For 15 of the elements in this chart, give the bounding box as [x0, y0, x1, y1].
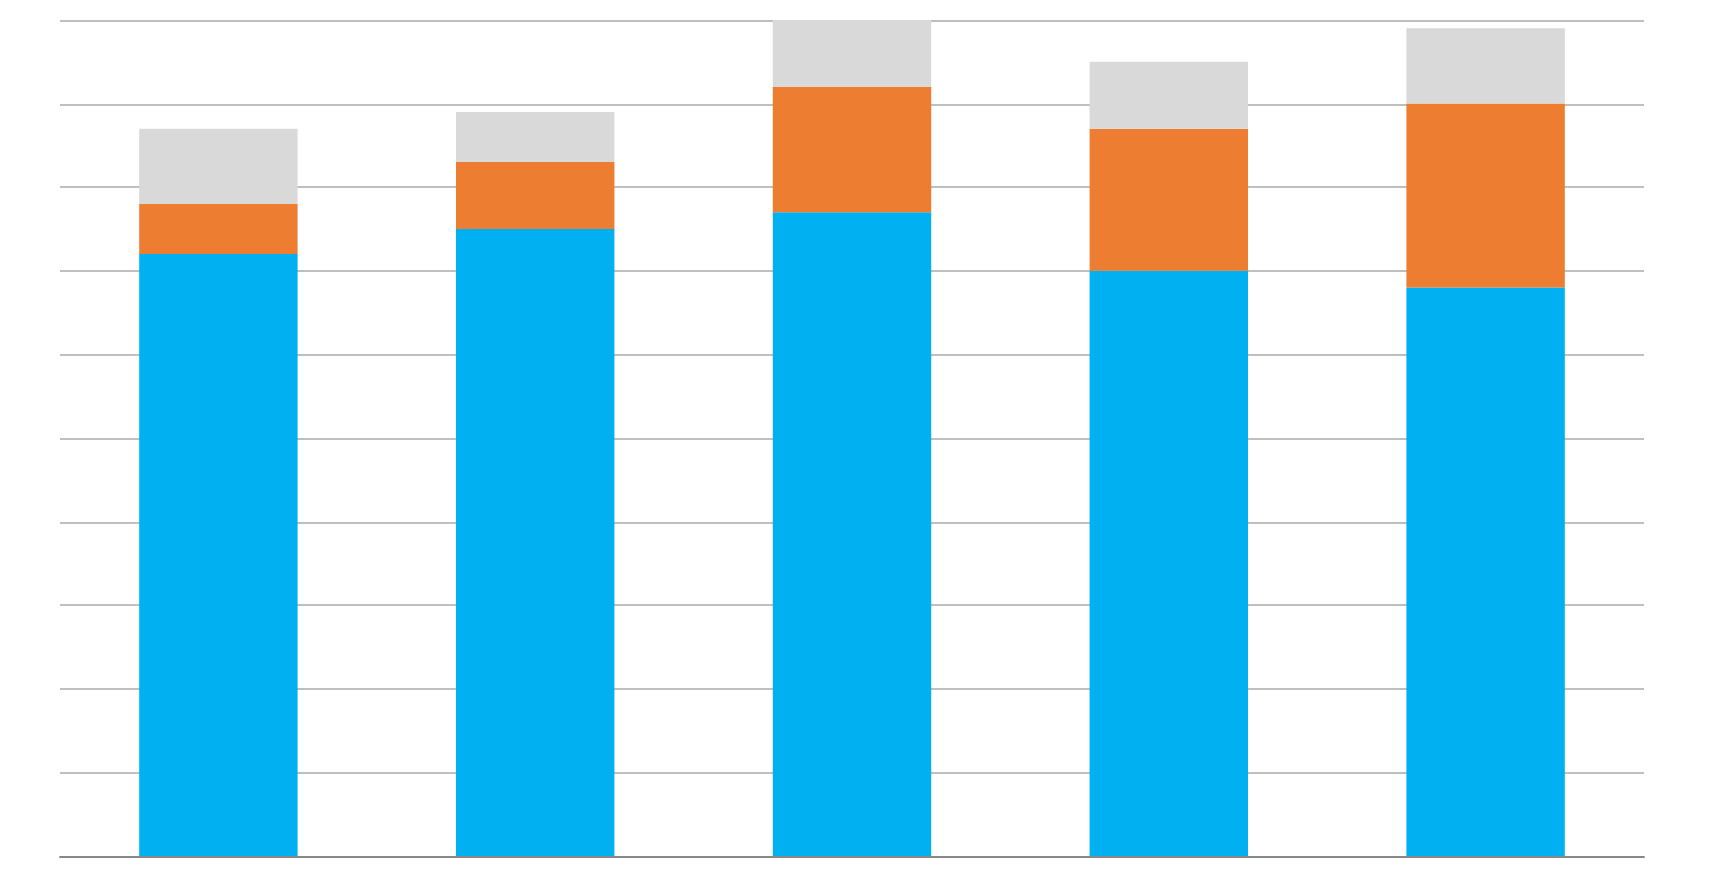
bar [1406, 28, 1565, 104]
bar [139, 203, 298, 255]
bar [1089, 270, 1248, 856]
bar [1089, 61, 1248, 129]
bar [772, 20, 932, 87]
bar [139, 254, 298, 856]
bar [1406, 287, 1565, 856]
bar [139, 128, 298, 204]
bar [456, 162, 615, 229]
bar [772, 212, 932, 856]
bar [456, 111, 615, 163]
bar [456, 229, 615, 856]
bar [1406, 103, 1565, 288]
bar [1089, 128, 1248, 271]
bar [772, 86, 932, 213]
